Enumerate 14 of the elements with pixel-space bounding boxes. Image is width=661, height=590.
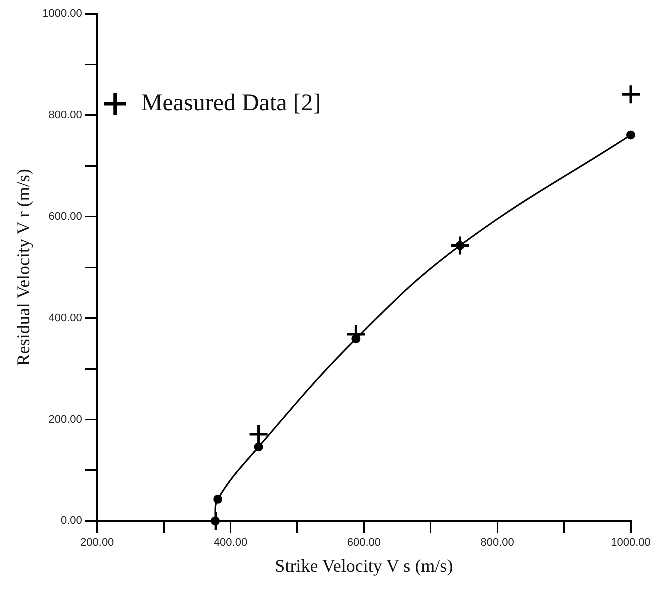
x-tick-label: 600.00: [347, 536, 382, 549]
y-tick-label: 0.00: [60, 515, 82, 528]
y-tick-label: 800.00: [48, 109, 82, 122]
x-tick-label: 200.00: [80, 536, 114, 549]
y-tick-label: 600.00: [48, 210, 82, 223]
x-tick-label: 1000.00: [611, 536, 651, 549]
x-tick-label: 800.00: [480, 536, 514, 549]
y-tick-label: 200.00: [48, 414, 82, 426]
legend-label: Measured Data [2]: [141, 90, 322, 116]
x-tick-label: 400.00: [214, 536, 248, 549]
y-axis-title: Residual Velocity V r (m/s): [14, 169, 34, 366]
y-tick-label: 1000.00: [42, 8, 82, 20]
x-axis-title: Strike Velocity V s (m/s): [275, 556, 454, 576]
y-tick-label: 400.00: [48, 312, 82, 324]
